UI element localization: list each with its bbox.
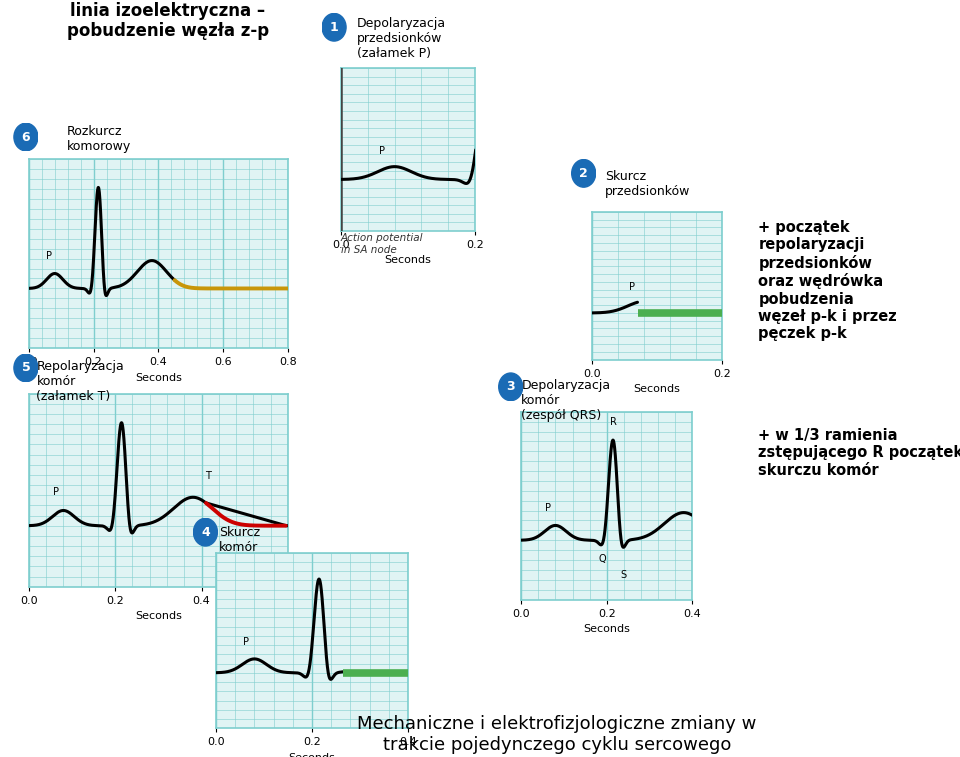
Text: 2: 2 [579, 167, 588, 180]
Text: P: P [46, 251, 52, 260]
X-axis label: Seconds: Seconds [135, 611, 181, 621]
Text: P: P [544, 503, 551, 512]
X-axis label: Seconds: Seconds [385, 255, 431, 266]
Text: Skurcz
przedsionków: Skurcz przedsionków [605, 170, 690, 198]
Text: Depolaryzacja
komór
(zespół QRS): Depolaryzacja komór (zespół QRS) [521, 378, 611, 422]
X-axis label: Seconds: Seconds [634, 384, 681, 394]
Text: Skurcz
komór: Skurcz komór [219, 526, 260, 554]
Text: Repolaryzacja
komór
(załamek T): Repolaryzacja komór (załamek T) [36, 360, 124, 403]
Text: P: P [630, 282, 636, 291]
Circle shape [14, 354, 37, 382]
Text: Mechaniczne i elektrofizjologiczne zmiany w
trakcie pojedynczego cyklu sercowego: Mechaniczne i elektrofizjologiczne zmian… [357, 715, 756, 754]
Text: 4: 4 [201, 525, 210, 539]
Text: R: R [610, 416, 616, 427]
Circle shape [194, 519, 217, 546]
Text: 1: 1 [329, 20, 339, 34]
Text: P: P [243, 637, 249, 647]
Circle shape [14, 123, 37, 151]
X-axis label: Seconds: Seconds [135, 372, 181, 383]
Text: P: P [379, 146, 386, 156]
Text: + w 1/3 ramienia
zstępującego R początek
skurczu komór: + w 1/3 ramienia zstępującego R początek… [758, 428, 960, 478]
Text: 5: 5 [21, 361, 31, 375]
Text: Rozkurcz
komorowy: Rozkurcz komorowy [67, 125, 132, 153]
Text: Depolaryzacja
przedsionków
(załamek P): Depolaryzacja przedsionków (załamek P) [357, 17, 446, 60]
Text: T: T [205, 471, 211, 481]
Circle shape [323, 14, 346, 41]
Text: 6: 6 [22, 130, 30, 144]
Text: Q: Q [599, 554, 607, 564]
Text: 3: 3 [507, 380, 515, 394]
X-axis label: Seconds: Seconds [289, 752, 335, 757]
Text: P: P [53, 488, 59, 497]
X-axis label: Seconds: Seconds [584, 624, 630, 634]
Circle shape [572, 160, 595, 187]
Text: S: S [621, 570, 627, 580]
Text: + początek
repolaryzacji
przedsionków
oraz wędrówka
pobudzenia
węzeł p-k i przez: + początek repolaryzacji przedsionków or… [758, 220, 898, 341]
Text: Action potential
in SA node: Action potential in SA node [341, 233, 423, 255]
Text: linia izoelektryczna –
pobudzenie węzła z-p: linia izoelektryczna – pobudzenie węzła … [67, 2, 269, 40]
Circle shape [499, 373, 522, 400]
